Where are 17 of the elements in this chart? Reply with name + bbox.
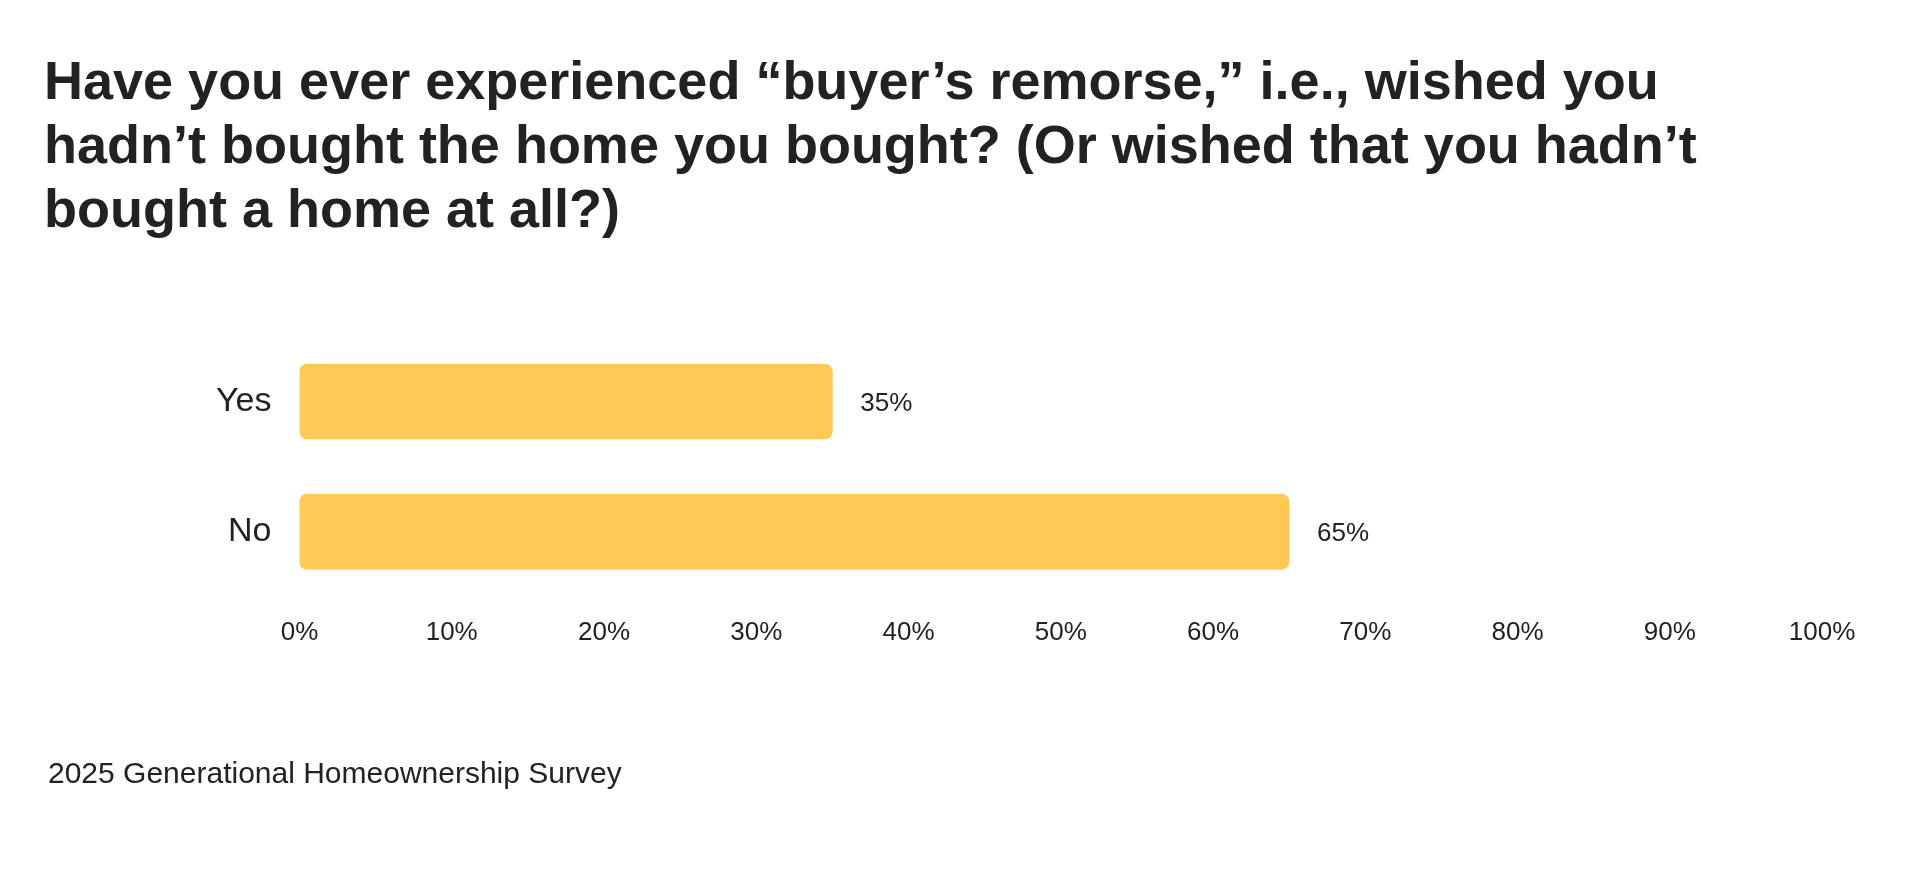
- x-tick-label: 30%: [730, 615, 783, 646]
- x-tick-label: 0%: [280, 615, 319, 646]
- x-tick-label: 80%: [1491, 615, 1544, 646]
- data-label: 35%: [860, 386, 913, 417]
- x-tick-label: 60%: [1186, 615, 1240, 646]
- chart-title: Have you ever experienced “buyer’s remorse,” i.e., wished you hadn’t bought the home you bought? (Or wished that you hadn’t bought a home at all?): [44, 49, 1698, 240]
- x-tick-label: 90%: [1643, 615, 1696, 646]
- x-tick-label: 50%: [1034, 615, 1087, 646]
- x-tick-label: 40%: [882, 615, 935, 646]
- x-tick-label: 10%: [425, 615, 478, 646]
- data-label: 65%: [1317, 516, 1370, 547]
- x-tick-label: 100%: [1788, 615, 1856, 646]
- y-tick-label: Yes: [216, 379, 272, 418]
- text: 2025 Generational Homeownership Survey: [48, 756, 622, 790]
- y-tick-label: No: [228, 510, 272, 549]
- x-tick-label: 70%: [1339, 615, 1392, 646]
- x-tick-label: 20%: [577, 615, 630, 646]
